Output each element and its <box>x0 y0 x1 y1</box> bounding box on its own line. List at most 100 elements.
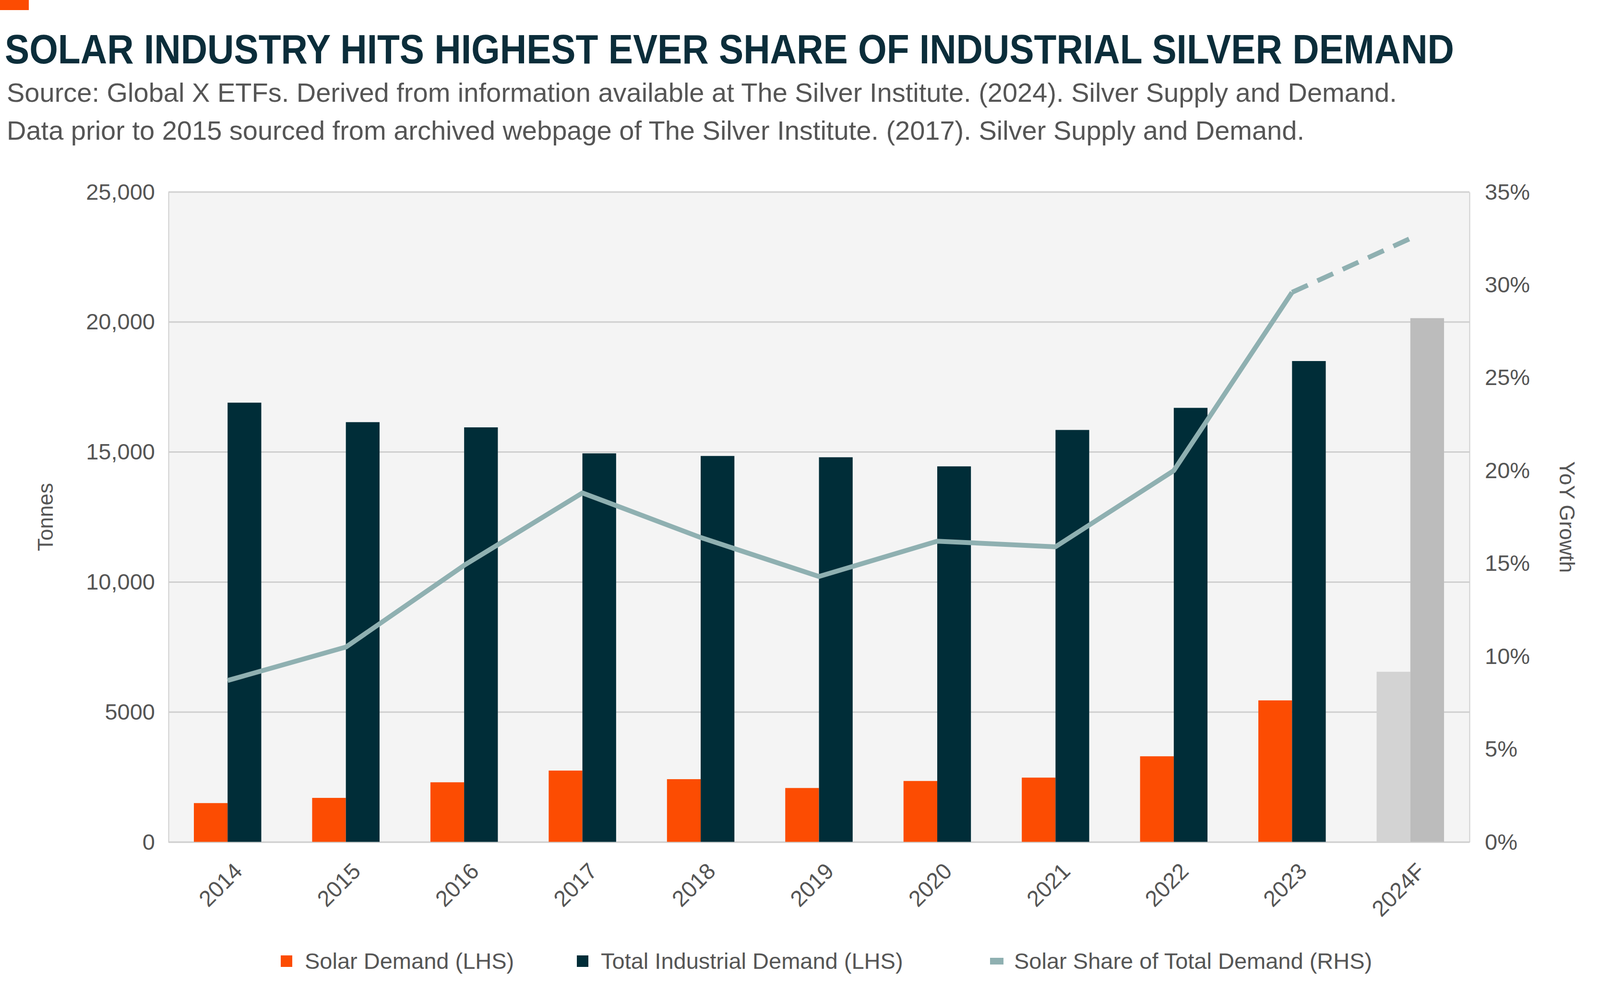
tick: 2014 <box>193 841 248 912</box>
y-axis-title: Tonnes <box>33 482 58 551</box>
legend-label: Solar Share of Total Demand (RHS) <box>1014 947 1373 974</box>
tick-label: 2014 <box>193 857 248 911</box>
legend-item: Solar Demand (LHS) <box>280 947 514 974</box>
plot-background <box>168 191 1470 842</box>
bar <box>582 453 617 842</box>
tick: 0% <box>1469 828 1518 855</box>
tick-label: 20% <box>1484 457 1530 483</box>
chart: SOLAR INDUSTRY HITS HIGHEST EVER SHARE O… <box>0 0 1600 1001</box>
bar <box>1055 429 1089 842</box>
axis-line <box>1469 192 1471 843</box>
subtitle: Source: Global X ETFs. Derived from info… <box>6 77 1398 108</box>
tick: 25,000 <box>85 179 169 205</box>
bar <box>193 802 228 842</box>
grid-line <box>168 191 1470 193</box>
tick: 0 <box>142 828 169 855</box>
tick: 2019 <box>785 841 839 912</box>
line <box>1291 238 1410 293</box>
accent <box>0 0 29 11</box>
bar <box>903 780 938 842</box>
tick: 20% <box>1469 457 1530 483</box>
tick-label: 15% <box>1484 549 1530 576</box>
tick-label: 2024F <box>1366 857 1431 921</box>
tick-label: 5000 <box>104 698 156 725</box>
tick: 10% <box>1469 643 1530 669</box>
bar <box>667 778 701 842</box>
bar <box>700 455 735 842</box>
subtitle: Data prior to 2015 sourced from archived… <box>6 115 1305 146</box>
legend-label: Total Industrial Demand (LHS) <box>600 947 904 974</box>
bar <box>430 781 465 842</box>
tick-label: 25% <box>1484 364 1530 390</box>
tick: 2020 <box>903 841 957 912</box>
tick: 2024F <box>1366 841 1431 921</box>
tick-label: 30% <box>1484 271 1530 298</box>
grid <box>168 191 1470 842</box>
bar <box>1258 700 1292 842</box>
tick-label: 35% <box>1484 179 1530 205</box>
legend-item: Solar Share of Total Demand (RHS) <box>990 947 1373 974</box>
legend: Solar Demand (LHS) Total Industrial Deman… <box>280 947 1373 974</box>
tick-label: 0 <box>142 828 156 855</box>
tick-label: 2020 <box>903 857 957 911</box>
bar <box>1410 318 1445 842</box>
tick-label: 10% <box>1484 643 1530 669</box>
tick-label: 5% <box>1484 735 1518 762</box>
tick: 2023 <box>1258 841 1312 912</box>
tick: 2015 <box>311 841 366 912</box>
y-axis: 0 5000 10,000 15,000 20,000 25,000 <box>85 179 169 855</box>
tick: 15,000 <box>85 438 169 465</box>
axis-line <box>168 841 1470 843</box>
title: SOLAR INDUSTRY HITS HIGHEST EVER SHARE O… <box>4 25 1455 72</box>
tick-label: 25,000 <box>85 179 156 205</box>
legend-swatch <box>280 955 293 967</box>
tick: 5% <box>1469 735 1518 762</box>
tick: 15% <box>1469 549 1530 576</box>
tick: 10,000 <box>85 568 169 595</box>
tick: 2017 <box>548 841 602 912</box>
marks <box>193 238 1445 842</box>
tick: 20,000 <box>85 308 169 335</box>
bar <box>346 421 380 842</box>
tick-label: 2017 <box>548 857 602 911</box>
bar <box>464 427 498 842</box>
tick: 2021 <box>1021 841 1075 912</box>
bar <box>785 787 819 842</box>
bar <box>1291 360 1326 842</box>
tick-label: 2015 <box>311 857 366 911</box>
axis-line <box>168 192 170 843</box>
tick-label: 2016 <box>429 857 484 911</box>
legend-swatch <box>990 957 1004 965</box>
line <box>227 292 1292 681</box>
tick: 2016 <box>429 841 484 912</box>
tick-label: 2019 <box>785 857 839 911</box>
y2-axis-title: YoY Growth <box>1555 461 1579 573</box>
tick-label: 20,000 <box>85 308 156 335</box>
y2-axis: 0% 5% 10% 15% 20% 25% 30% 35% <box>1469 179 1530 855</box>
tick-label: 2022 <box>1139 857 1194 911</box>
tick: 2022 <box>1139 841 1194 912</box>
tick-label: 0% <box>1484 828 1518 855</box>
tick: 25% <box>1469 364 1530 390</box>
bar <box>819 456 853 842</box>
tick-label: 2021 <box>1021 857 1075 911</box>
bar <box>311 797 346 842</box>
tick: 30% <box>1469 271 1530 298</box>
x-axis: 2014 2015 2016 2017 2018 2019 2020 2021 2022 2023… <box>168 841 1470 921</box>
bar <box>1376 671 1411 842</box>
bar <box>227 402 262 842</box>
bar <box>937 465 971 842</box>
legend-label: Solar Demand (LHS) <box>304 947 514 974</box>
bar <box>1173 407 1208 842</box>
legend-item: Total Industrial Demand (LHS) <box>576 947 904 974</box>
bar <box>1140 755 1174 842</box>
tick-label: 10,000 <box>85 568 156 595</box>
tick-label: 2018 <box>666 857 720 911</box>
tick: 35% <box>1469 179 1530 205</box>
tick-label: 15,000 <box>85 438 156 465</box>
tick-label: 2023 <box>1258 857 1312 911</box>
tick: 2018 <box>666 841 720 912</box>
legend-swatch <box>576 955 589 967</box>
tick: 5000 <box>104 698 169 725</box>
bar <box>548 770 583 842</box>
